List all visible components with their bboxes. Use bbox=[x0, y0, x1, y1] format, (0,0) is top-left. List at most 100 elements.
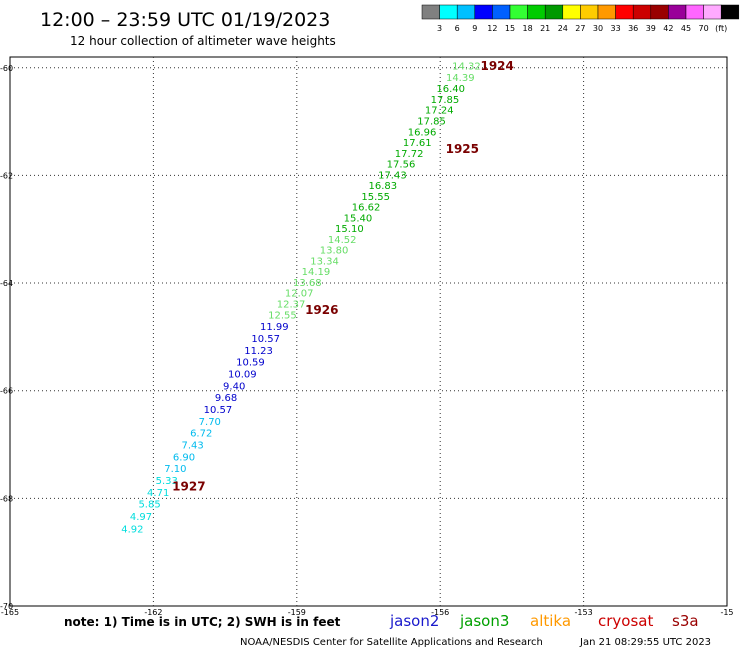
satellite-s3a: s3a bbox=[672, 612, 699, 630]
x-tick-label: -15 bbox=[720, 608, 733, 617]
wave-height-point: 17.85 bbox=[417, 117, 446, 128]
wave-height-point: 17.85 bbox=[431, 95, 460, 106]
scale-label: 27 bbox=[575, 24, 585, 33]
scale-swatch-3 bbox=[474, 4, 493, 20]
wave-height-point: 15.40 bbox=[344, 213, 373, 224]
scale-swatch-12 bbox=[632, 4, 652, 20]
footer-note: note: 1) Time is in UTC; 2) SWH is in fe… bbox=[64, 615, 341, 629]
scale-swatch-0 bbox=[421, 4, 440, 20]
wave-height-point: 17.72 bbox=[395, 149, 424, 160]
wave-height-point: 12.55 bbox=[268, 310, 297, 321]
scale-label: 42 bbox=[663, 24, 673, 33]
wave-height-point: 7.70 bbox=[199, 417, 221, 428]
scale-swatch-16 bbox=[703, 4, 722, 20]
wave-height-point: 13.68 bbox=[293, 278, 322, 289]
scale-label: 24 bbox=[558, 24, 568, 33]
wave-height-point: 14.52 bbox=[328, 235, 357, 246]
scale-swatch-2 bbox=[456, 4, 476, 20]
wave-height-point: 17.24 bbox=[425, 106, 454, 117]
scale-swatch-4 bbox=[492, 4, 511, 20]
plot-frame bbox=[9, 56, 728, 607]
wave-height-point: 11.99 bbox=[260, 322, 289, 333]
y-tick-label: -70 bbox=[0, 602, 13, 611]
y-tick-label: -68 bbox=[0, 494, 13, 503]
pass-label: 1926 bbox=[305, 303, 338, 317]
wave-height-point: 15.55 bbox=[361, 192, 390, 203]
scale-label: 70 bbox=[699, 24, 709, 33]
wave-height-point: 16.96 bbox=[408, 127, 437, 138]
scale-label: 30 bbox=[593, 24, 603, 33]
scale-swatch-14 bbox=[668, 4, 687, 20]
scale-swatch-8 bbox=[562, 4, 581, 20]
chart-title: 12:00 – 23:59 UTC 01/19/2023 bbox=[40, 9, 330, 31]
pass-labels: 1924 1925 1926 1927 bbox=[172, 59, 514, 493]
satellite-jason3: jason3 bbox=[459, 612, 509, 630]
y-tick-label: -64 bbox=[0, 279, 13, 288]
wave-height-point: 13.34 bbox=[310, 256, 339, 267]
wave-height-point: 12.37 bbox=[277, 300, 306, 311]
wave-height-point: 6.90 bbox=[173, 452, 195, 463]
scale-swatch-10 bbox=[597, 4, 616, 20]
scale-swatch-6 bbox=[527, 4, 546, 20]
scale-swatch-15 bbox=[685, 4, 704, 20]
wave-height-point: 17.61 bbox=[403, 138, 432, 149]
scale-swatch-17 bbox=[720, 4, 740, 20]
plot-area: -165 -162 -159 -156 -153 -15 -60-62-64-66-68-… bbox=[0, 56, 734, 617]
wave-height-point: 16.40 bbox=[436, 84, 465, 95]
wave-height-point: 9.40 bbox=[223, 381, 245, 392]
pass-label: 1927 bbox=[172, 480, 205, 494]
scale-label: (ft) bbox=[715, 24, 727, 33]
wave-height-point: 4.71 bbox=[147, 488, 169, 499]
chart-subtitle: 12 hour collection of altimeter wave hei… bbox=[70, 34, 336, 48]
wave-height-point: 4.92 bbox=[121, 524, 143, 535]
wave-height-point: 10.59 bbox=[236, 358, 265, 369]
wave-height-point: 15.10 bbox=[335, 224, 364, 235]
satellite-cryosat: cryosat bbox=[598, 612, 653, 630]
wave-height-point: 10.57 bbox=[251, 334, 280, 345]
scale-label: 9 bbox=[472, 24, 477, 33]
satellite-jason2: jason2 bbox=[389, 612, 439, 630]
scale-swatch-5 bbox=[509, 4, 528, 20]
wave-height-point: 9.68 bbox=[215, 393, 237, 404]
credit-text: NOAA/NESDIS Center for Satellite Applica… bbox=[240, 637, 543, 648]
wave-height-point: 16.62 bbox=[352, 203, 381, 214]
scale-label: 6 bbox=[455, 24, 460, 33]
color-scale-legend: 3 6 9 12 15 18 21 24 27 30 33 36 39 42 45 70 (ft) bbox=[421, 4, 740, 33]
x-tick-label: -159 bbox=[288, 608, 306, 617]
scale-label: 3 bbox=[437, 24, 442, 33]
wave-height-points: 14.3214.3916.4017.8517.2417.8516.9617.61… bbox=[121, 62, 481, 536]
scale-label: 45 bbox=[681, 24, 691, 33]
wave-height-point: 7.10 bbox=[164, 464, 186, 475]
wave-height-point: 10.57 bbox=[204, 405, 233, 416]
y-tick-label: -60 bbox=[0, 64, 13, 73]
grid-lines bbox=[10, 57, 727, 606]
wave-height-point: 10.09 bbox=[228, 369, 257, 380]
scale-label: 33 bbox=[611, 24, 621, 33]
wave-height-point: 13.80 bbox=[320, 246, 349, 257]
pass-label: 1924 bbox=[480, 59, 513, 73]
wave-height-point: 16.83 bbox=[369, 181, 398, 192]
wave-height-point: 14.32 bbox=[452, 62, 481, 73]
wave-height-point: 17.56 bbox=[387, 160, 416, 171]
scale-label: 15 bbox=[505, 24, 515, 33]
wave-height-point: 14.19 bbox=[302, 267, 331, 278]
x-axis-ticks: -165 -162 -159 -156 -153 -15 bbox=[1, 608, 734, 617]
generated-timestamp: Jan 21 08:29:55 UTC 2023 bbox=[579, 637, 711, 648]
pass-label: 1925 bbox=[446, 142, 479, 156]
satellite-legend: jason2 jason3 altika cryosat s3a bbox=[389, 612, 699, 630]
scale-swatch-11 bbox=[615, 4, 634, 20]
wave-height-point: 5.33 bbox=[156, 476, 178, 487]
wave-height-point: 12.07 bbox=[285, 289, 314, 300]
scale-label: 36 bbox=[628, 24, 638, 33]
wave-height-point: 6.72 bbox=[190, 429, 212, 440]
wave-height-point: 5.85 bbox=[138, 500, 160, 511]
scale-swatch-9 bbox=[580, 4, 599, 20]
wave-height-point: 7.43 bbox=[181, 441, 203, 452]
y-axis-ticks: -60 -62 -64 -66 -68 -70 bbox=[0, 64, 13, 611]
wave-height-point: 11.23 bbox=[244, 346, 273, 357]
x-tick-label: -153 bbox=[575, 608, 593, 617]
satellite-altika: altika bbox=[530, 612, 571, 630]
scale-swatch-13 bbox=[650, 4, 669, 20]
scale-label: 12 bbox=[487, 24, 497, 33]
